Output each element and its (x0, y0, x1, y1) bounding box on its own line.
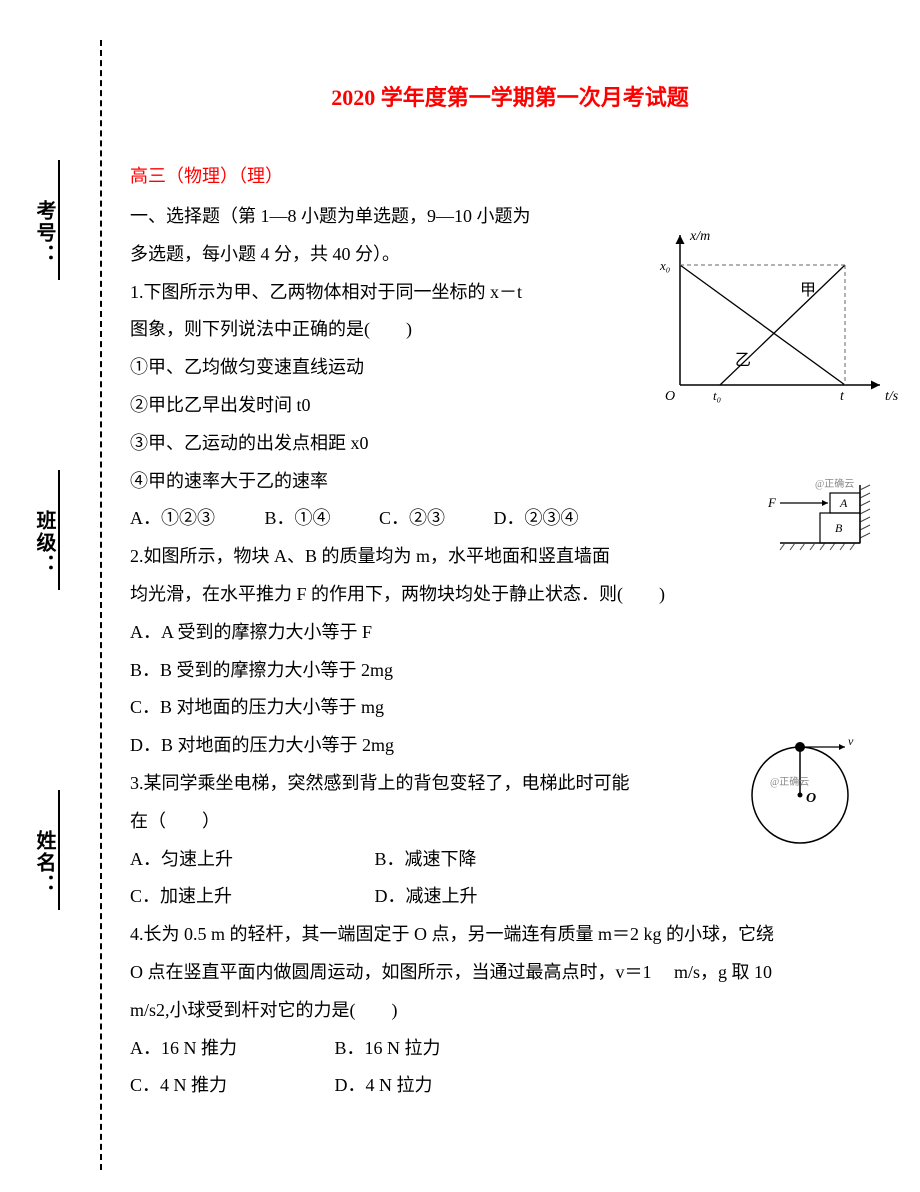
q4-opt-c: C．4 N 推力 (130, 1067, 330, 1105)
xt-t0-label: t₀ (713, 388, 721, 403)
xt-x0-label: x₀ (659, 258, 670, 273)
circle-v-label: v (848, 734, 854, 748)
q4-line: 4.长为 0.5 m 的轻杆，其一端固定于 O 点，另一端连有质量 m＝2 kg… (130, 916, 890, 954)
q2-line: 均光滑，在水平推力 F 的作用下，两物块均处于静止状态．则( ) (130, 576, 890, 614)
q4-line: m/s2,小球受到杆对它的力是( ) (130, 992, 890, 1030)
q3-opt-b: B．减速下降 (375, 841, 477, 879)
q2-line: B．B 受到的摩擦力大小等于 2mg (130, 652, 890, 690)
label-name: 姓名： (30, 830, 59, 896)
q4-opt-d: D．4 N 拉力 (335, 1067, 433, 1105)
q3-options: C．加速上升 D．减速上升 (130, 878, 890, 916)
binding-dashed-line (100, 40, 102, 1170)
label-class: 班级： (30, 510, 59, 576)
xt-origin-label: O (665, 389, 675, 404)
q3-opt-a: A．匀速上升 (130, 841, 370, 879)
q4-opt-a: A．16 N 推力 (130, 1030, 330, 1068)
content-area: 2020 学年度第一学期第一次月考试题 高三（物理）（理） 一、选择题（第 1—… (130, 80, 890, 1105)
figure-blocks: @正确云 B A (750, 475, 880, 555)
left-margin: 考号： 班级： 姓名： (0, 0, 100, 1192)
blocks-svg: @正确云 B A (750, 475, 880, 555)
xt-y-label: x/m (689, 229, 710, 244)
watermark-text: @正确云 (815, 477, 854, 490)
page-subtitle: 高三（物理）（理） (130, 162, 890, 188)
xt-x-label: t/s (885, 389, 899, 404)
xt-t-label: t (840, 389, 845, 404)
q3-opt-c: C．加速上升 (130, 878, 370, 916)
underline-exam-number (58, 160, 60, 280)
circle-svg: O v @正确云 (740, 730, 860, 850)
q4-opt-b: B．16 N 拉力 (335, 1030, 441, 1068)
q4-options: A．16 N 推力 B．16 N 拉力 (130, 1030, 890, 1068)
q1-opt-b: B．①④ (265, 500, 375, 538)
q1-opt-c: C．②③ (379, 500, 489, 538)
q1-opt-a: A．①②③ (130, 500, 260, 538)
xt-yi-label: 乙 (735, 352, 751, 369)
figure-xt-graph: x/m t/s x₀ O t₀ t 甲 乙 (650, 225, 910, 415)
xt-graph-svg: x/m t/s x₀ O t₀ t 甲 乙 (650, 225, 910, 415)
figure-circle: O v @正确云 (740, 730, 860, 850)
block-a-label: A (839, 496, 848, 510)
watermark-text: @正确云 (770, 775, 809, 788)
q1-opt-d: D．②③④ (494, 500, 579, 538)
q2-line: C．B 对地面的压力大小等于 mg (130, 689, 890, 727)
circle-o-label: O (806, 791, 816, 806)
q1-line: ③甲、乙运动的出发点相距 x0 (130, 425, 890, 463)
page-title: 2020 学年度第一学期第一次月考试题 (130, 80, 890, 112)
q2-line: A．A 受到的摩擦力大小等于 F (130, 614, 890, 652)
underline-class (58, 470, 60, 590)
underline-name (58, 790, 60, 910)
block-b-label: B (835, 521, 843, 535)
q3-opt-d: D．减速上升 (375, 878, 478, 916)
q4-line: O 点在竖直平面内做圆周运动，如图所示，当通过最高点时，v＝1 m/s，g 取 … (130, 954, 890, 992)
force-f-label: F (767, 495, 777, 510)
xt-jia-label: 甲 (800, 282, 816, 299)
label-exam-number: 考号： (30, 200, 59, 266)
q4-options: C．4 N 推力 D．4 N 拉力 (130, 1067, 890, 1105)
